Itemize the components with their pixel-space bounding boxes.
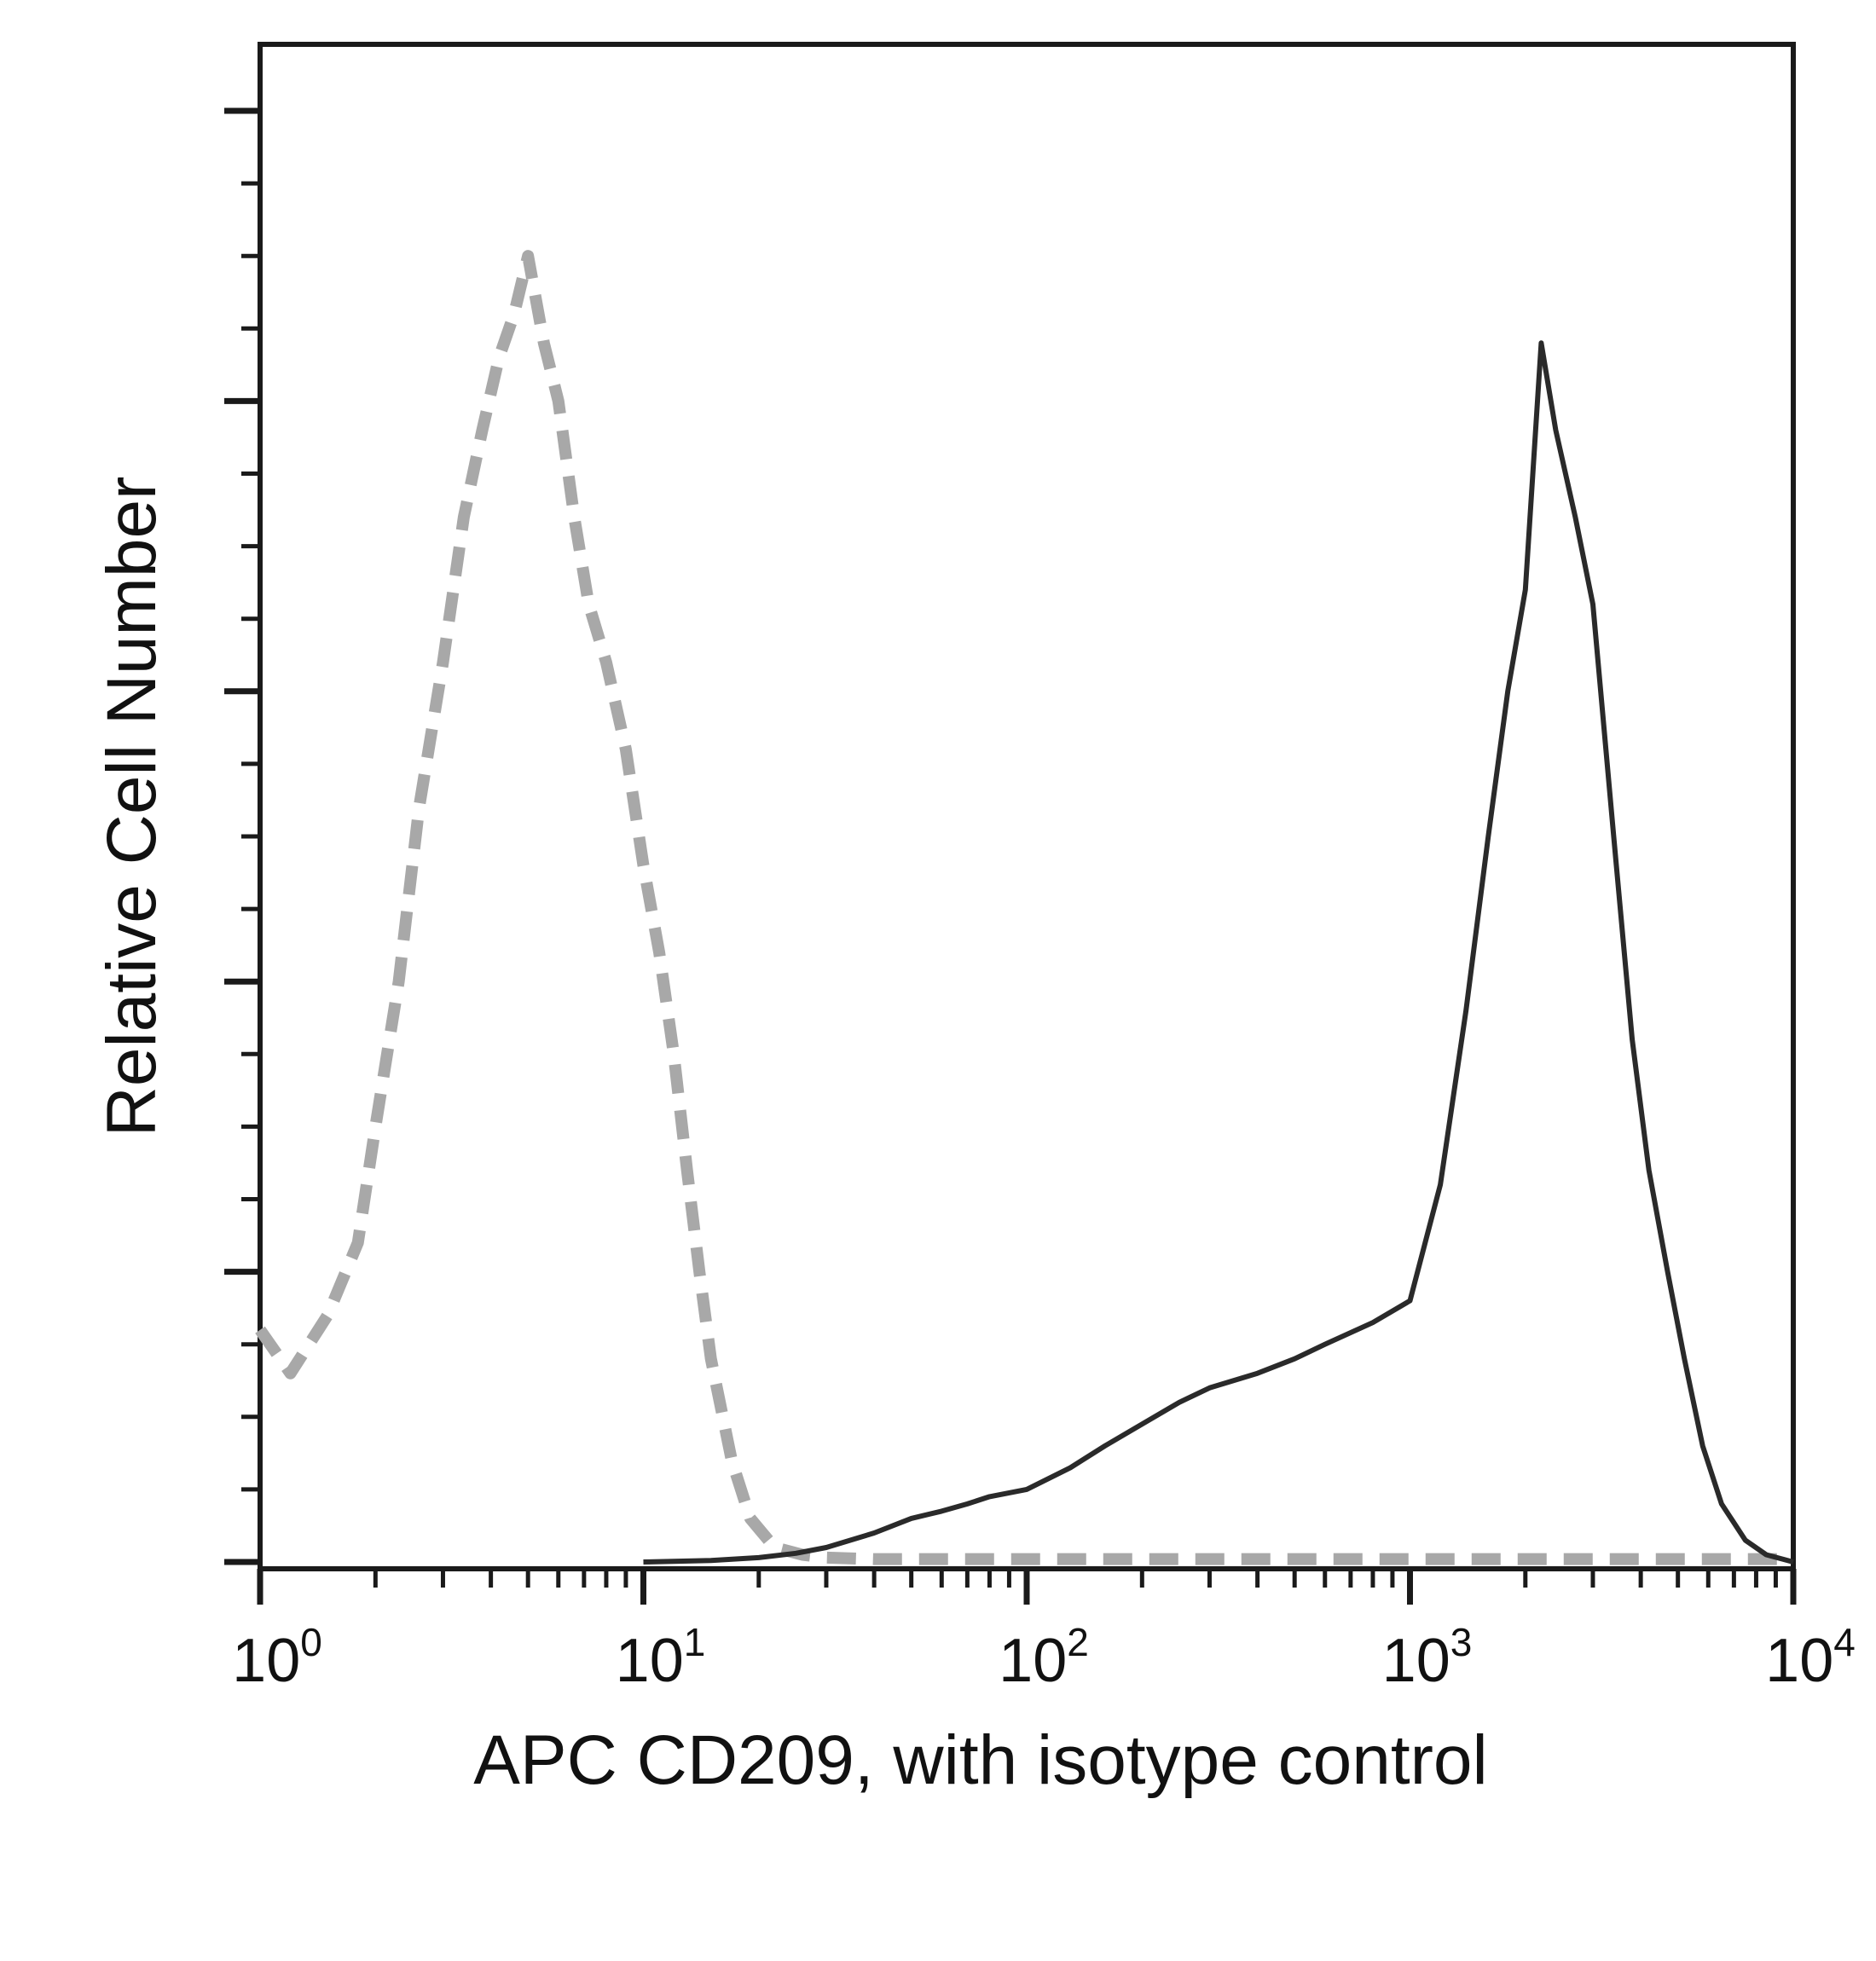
x-axis-ticks xyxy=(257,1569,1797,1605)
x-tick-label: 103 xyxy=(1382,1620,1473,1695)
y-axis-title: Relative Cell Number xyxy=(93,477,171,1137)
y-axis-ticks xyxy=(224,107,260,1565)
x-axis-tick-labels: 100 101 102 103 104 xyxy=(232,1620,1856,1695)
x-tick-label: 102 xyxy=(999,1620,1089,1695)
series-layer xyxy=(255,250,1794,1565)
isotype-control-histogram xyxy=(255,250,1793,1565)
x-tick-label: 100 xyxy=(232,1620,322,1695)
x-axis-title: APC CD209, with isotype control xyxy=(473,1721,1488,1799)
x-tick-label: 101 xyxy=(616,1620,706,1695)
plot-frame xyxy=(258,42,1796,1571)
x-tick-label: 104 xyxy=(1765,1620,1856,1695)
cd209-histogram xyxy=(643,340,1794,1565)
